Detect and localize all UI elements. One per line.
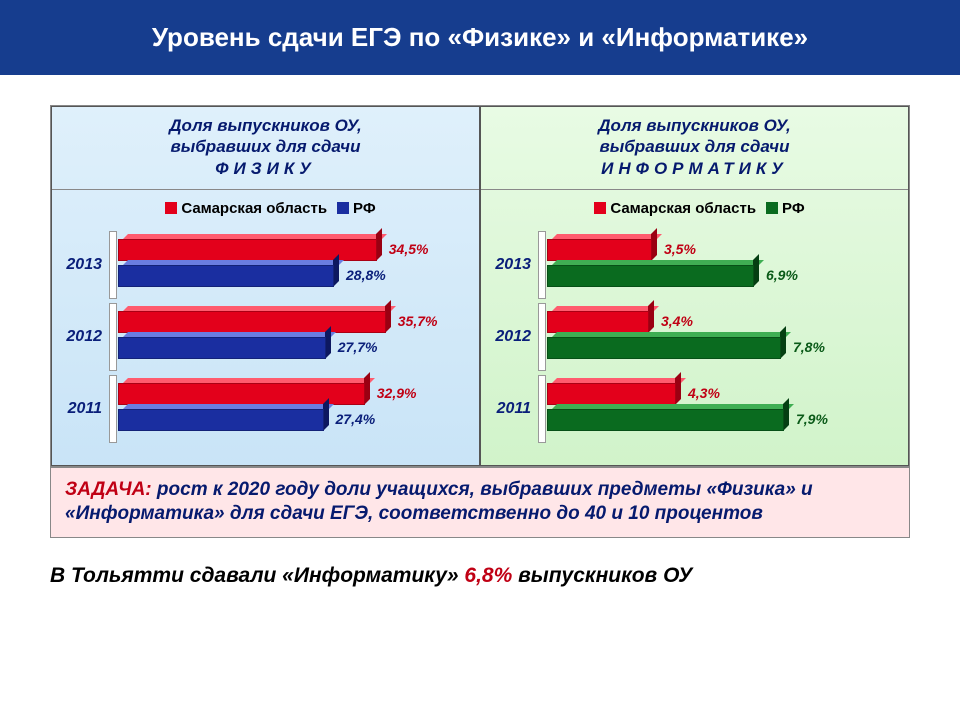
bar	[118, 311, 386, 333]
footer-note: В Тольятти сдавали «Информатику» 6,8% вы…	[50, 564, 910, 588]
year-label: 2011	[487, 400, 535, 418]
bar-pair: 3,5% 6,9%	[547, 235, 902, 295]
legend: Самарская область РФ	[481, 190, 908, 225]
page-title: Уровень сдачи ЕГЭ по «Физике» и «Информа…	[0, 0, 960, 75]
bar-pair: 3,4% 7,8%	[547, 307, 902, 367]
bar-value-label: 3,5%	[664, 241, 696, 257]
task-prefix: ЗАДАЧА:	[65, 479, 152, 500]
bar-value-label: 6,9%	[766, 267, 798, 283]
bar	[547, 239, 652, 261]
bar	[547, 337, 781, 359]
bar	[118, 265, 334, 287]
legend-label: Самарская область	[610, 200, 756, 217]
year-group: 2013 3,5% 6,9%	[487, 235, 902, 295]
bar-pair: 34,5%28,8%	[118, 235, 473, 295]
year-label: 2011	[58, 400, 106, 418]
bar	[118, 337, 326, 359]
chart-panel-physics: Доля выпускников ОУ,выбравших для сдачиФ…	[51, 106, 480, 466]
bar-pair: 32,9%27,4%	[118, 379, 473, 439]
bar-value-label: 35,7%	[398, 313, 438, 329]
legend: Самарская область РФ	[52, 190, 479, 225]
footer-highlight: 6,8%	[464, 564, 512, 587]
bar	[547, 311, 649, 333]
bar-value-label: 27,4%	[336, 411, 376, 427]
bar-value-label: 27,7%	[338, 339, 378, 355]
bar-value-label: 32,9%	[377, 385, 417, 401]
year-group: 2013 34,5%28,8%	[58, 235, 473, 295]
legend-swatch	[337, 202, 349, 214]
bar-value-label: 4,3%	[688, 385, 720, 401]
bar-value-label: 7,9%	[796, 411, 828, 427]
charts-container: Доля выпускников ОУ,выбравших для сдачиФ…	[50, 105, 910, 467]
axis-icon	[535, 235, 547, 295]
bar-value-label: 3,4%	[661, 313, 693, 329]
legend-swatch	[594, 202, 606, 214]
bar-value-label: 28,8%	[346, 267, 386, 283]
bar	[547, 383, 676, 405]
year-group: 2012 35,7% 27,7%	[58, 307, 473, 367]
bar-pair: 35,7% 27,7%	[118, 307, 473, 367]
bar	[547, 409, 784, 431]
task-box: ЗАДАЧА: рост к 2020 году доли учащихся, …	[50, 467, 910, 538]
chart-rows: 2013 3,5% 6,9% 2012 3,4% 7,8% 2011 4,3% 7,9%	[481, 225, 908, 465]
bar-value-label: 34,5%	[389, 241, 429, 257]
year-group: 2011 32,9%27,4%	[58, 379, 473, 439]
axis-icon	[106, 379, 118, 439]
legend-swatch	[165, 202, 177, 214]
year-label: 2012	[58, 328, 106, 346]
year-label: 2013	[58, 256, 106, 274]
task-body: рост к 2020 году доли учащихся, выбравши…	[65, 479, 813, 525]
legend-label: РФ	[353, 200, 376, 217]
legend-label: Самарская область	[181, 200, 327, 217]
year-group: 2012 3,4% 7,8%	[487, 307, 902, 367]
axis-icon	[106, 235, 118, 295]
year-label: 2012	[487, 328, 535, 346]
footer-post: выпускников ОУ	[512, 564, 692, 587]
year-group: 2011 4,3% 7,9%	[487, 379, 902, 439]
chart-panel-informatics: Доля выпускников ОУ,выбравших для сдачиИ…	[480, 106, 909, 466]
axis-icon	[535, 307, 547, 367]
axis-icon	[535, 379, 547, 439]
panel-title: Доля выпускников ОУ,выбравших для сдачиФ…	[52, 107, 479, 190]
legend-label: РФ	[782, 200, 805, 217]
footer-pre: В Тольятти сдавали «Информатику»	[50, 564, 464, 587]
bar-pair: 4,3% 7,9%	[547, 379, 902, 439]
year-label: 2013	[487, 256, 535, 274]
axis-icon	[106, 307, 118, 367]
bar	[547, 265, 754, 287]
panel-title: Доля выпускников ОУ,выбравших для сдачиИ…	[481, 107, 908, 190]
legend-swatch	[766, 202, 778, 214]
bar	[118, 409, 324, 431]
bar-value-label: 7,8%	[793, 339, 825, 355]
chart-rows: 2013 34,5%28,8% 2012 35,7% 27,7% 2011 32,9%27,…	[52, 225, 479, 465]
